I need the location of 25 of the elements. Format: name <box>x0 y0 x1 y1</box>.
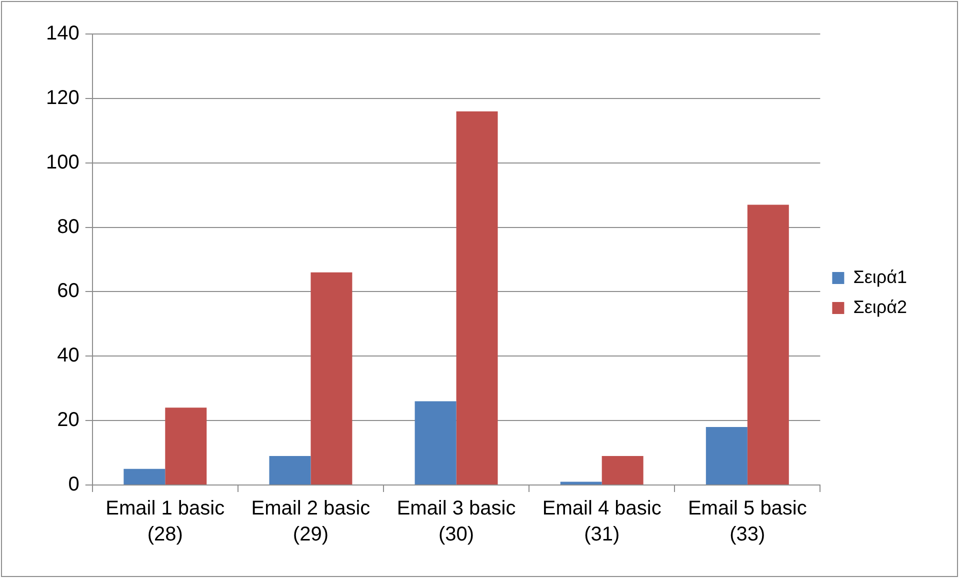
y-tick-label: 0 <box>68 474 80 496</box>
y-tick-label: 40 <box>57 344 80 367</box>
bar <box>124 468 166 484</box>
y-tick-label: 20 <box>57 409 80 432</box>
x-tick-label: Email 5 basic (33) <box>688 498 807 546</box>
legend-label: Σειρά1 <box>853 266 908 287</box>
bar <box>602 456 644 484</box>
bar <box>310 272 352 484</box>
x-tick-label: Email 2 basic (29) <box>251 498 370 546</box>
x-tick-label: Email 3 basic (30) <box>396 498 516 546</box>
bar <box>165 408 207 484</box>
bar <box>414 401 456 484</box>
bar <box>269 456 311 484</box>
y-tick-label: 120 <box>46 86 80 109</box>
x-tick-label: Email 1 basic (28) <box>106 498 225 546</box>
legend-label: Σειρά2 <box>853 296 908 317</box>
y-tick-label: 140 <box>46 22 80 45</box>
y-tick-label: 80 <box>57 216 80 238</box>
bar <box>747 204 789 484</box>
y-tick-label: 60 <box>57 280 80 302</box>
bar <box>560 482 602 484</box>
bar <box>456 111 498 484</box>
x-tick-label: Email 4 basic (31) <box>542 498 662 546</box>
bar <box>706 427 748 484</box>
y-tick-label: 100 <box>46 151 80 174</box>
